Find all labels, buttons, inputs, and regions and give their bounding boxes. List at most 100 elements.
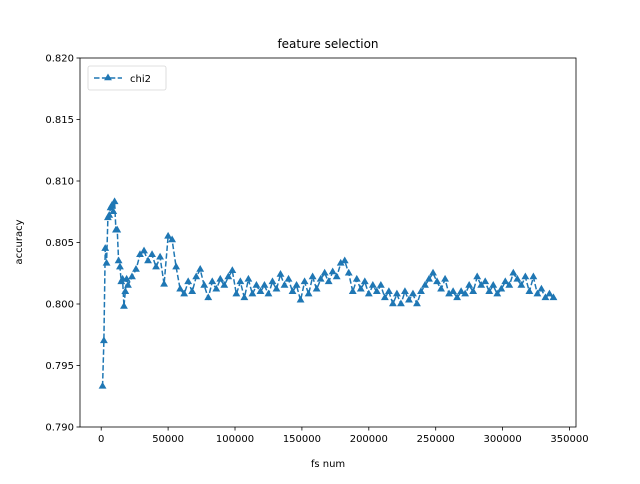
marker (204, 293, 213, 301)
marker (372, 287, 381, 294)
x-tick-label: 0 (98, 434, 104, 445)
marker (268, 277, 277, 285)
marker (384, 287, 393, 294)
marker (356, 284, 365, 292)
marker (200, 281, 209, 288)
marker (280, 281, 289, 288)
marker (288, 287, 297, 294)
marker (252, 281, 261, 288)
marker (541, 293, 550, 301)
y-tick-label: 0.810 (45, 177, 74, 188)
marker (312, 284, 321, 292)
marker (465, 281, 474, 288)
marker (485, 287, 494, 294)
y-tick-label: 0.805 (45, 238, 74, 249)
marker (336, 258, 345, 266)
marker (132, 265, 140, 272)
x-tick-label: 250000 (417, 434, 455, 445)
marker (445, 289, 454, 297)
marker (124, 281, 132, 288)
marker (413, 299, 421, 307)
marker (236, 277, 245, 285)
marker (521, 272, 530, 280)
marker (220, 281, 229, 288)
marker (180, 289, 189, 297)
marker (121, 287, 130, 294)
y-tick-label: 0.815 (45, 115, 74, 126)
marker (497, 284, 506, 292)
marker (276, 269, 285, 277)
marker (256, 287, 265, 294)
marker (505, 281, 514, 288)
marker (128, 272, 136, 280)
marker (152, 262, 160, 270)
marker (212, 284, 221, 292)
marker (513, 274, 522, 282)
marker (457, 287, 466, 294)
marker (328, 267, 337, 275)
marker (102, 258, 111, 266)
marker (441, 274, 449, 282)
marker (360, 277, 369, 285)
marker (272, 284, 281, 292)
marker (113, 225, 122, 233)
marker (344, 268, 353, 276)
marker (332, 272, 341, 280)
marker (316, 274, 325, 282)
x-axis-label: fs num (311, 459, 345, 470)
y-tick-label: 0.795 (45, 361, 74, 372)
marker (405, 295, 413, 303)
marker (493, 289, 502, 297)
marker (107, 201, 116, 208)
marker (437, 284, 445, 292)
marker (300, 277, 309, 285)
marker (144, 256, 152, 264)
marker (99, 336, 108, 344)
marker (533, 289, 542, 297)
marker (148, 250, 156, 258)
marker (260, 281, 269, 288)
marker (114, 256, 123, 264)
marker (473, 272, 482, 280)
marker (156, 252, 164, 260)
legend-marker (104, 73, 112, 81)
marker (136, 250, 144, 258)
y-tick-label: 0.820 (45, 54, 74, 65)
marker (308, 272, 317, 280)
marker (348, 287, 357, 294)
marker (449, 287, 458, 294)
marker (109, 207, 118, 214)
marker (164, 231, 173, 239)
marker (453, 293, 462, 301)
marker (232, 289, 241, 297)
marker (284, 274, 293, 282)
marker (433, 277, 441, 285)
marker (172, 262, 181, 270)
chart-title: feature selection (277, 37, 378, 51)
marker (469, 287, 478, 294)
marker (224, 272, 233, 280)
marker (188, 287, 197, 294)
marker (324, 277, 333, 285)
marker (120, 301, 128, 309)
marker (392, 289, 401, 297)
y-tick-label: 0.790 (45, 423, 74, 434)
marker (116, 262, 124, 270)
x-tick-label: 100000 (216, 434, 254, 445)
marker (176, 284, 185, 292)
marker (160, 279, 169, 287)
x-tick-label: 200000 (350, 434, 388, 445)
marker (429, 268, 437, 276)
marker (364, 289, 373, 297)
marker (425, 274, 433, 282)
marker (208, 277, 217, 285)
marker (352, 274, 361, 282)
x-tick-label: 150000 (283, 434, 321, 445)
marker (409, 289, 417, 297)
plot-frame (79, 57, 577, 428)
marker (477, 281, 486, 288)
marker (304, 289, 313, 297)
marker (296, 295, 305, 303)
